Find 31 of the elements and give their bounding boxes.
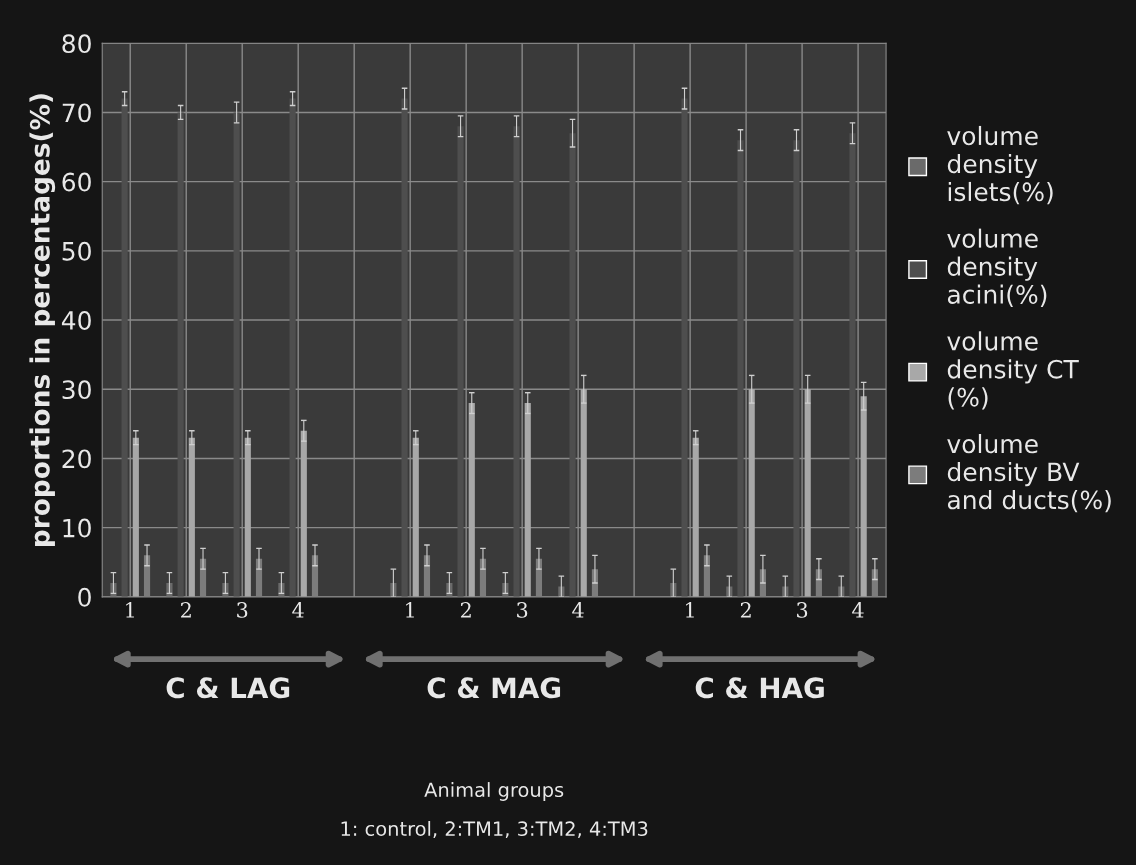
y-tick-label: 20: [62, 449, 91, 469]
x-tick-label: 2: [181, 602, 191, 618]
x-tick-label: 3: [517, 602, 528, 618]
legend-label: volume density acini(%): [947, 228, 1047, 307]
x-tick-label: 3: [797, 602, 808, 618]
x-tick-label: 3: [237, 602, 248, 618]
x-tick-label: 4: [852, 602, 864, 618]
text: C & HAG: [695, 677, 824, 699]
x-tick-label: 2: [460, 602, 471, 618]
legend-label: volume density CT (%): [947, 331, 1079, 410]
y-tick-label: 0: [78, 587, 91, 607]
legend-label: volume density BV and ducts(%): [947, 433, 1111, 513]
y-tick-label: 80: [62, 34, 91, 54]
x-tick-label: 1: [686, 602, 694, 618]
text: C & MAG: [427, 677, 561, 699]
text: Animal groups: [424, 782, 564, 801]
y-tick-label: 30: [62, 380, 91, 400]
y-tick-label: 40: [61, 310, 91, 330]
text: 1: control, 2:TM1, 3:TM2, 4:TM3: [341, 820, 648, 839]
x-tick-label: 1: [126, 602, 134, 618]
x-tick-label: 2: [740, 602, 751, 618]
x-tick-label: 1: [406, 602, 414, 618]
y-tick-label: 60: [62, 172, 91, 192]
y-tick-label: 50: [62, 241, 91, 261]
legend-label: volume density islets(%): [947, 125, 1053, 205]
y-axis-title: proportions in percentages(%): [29, 94, 56, 546]
y-tick-label: 10: [63, 518, 91, 538]
y-tick-label: 70: [62, 103, 91, 123]
text: C & LAG: [166, 677, 290, 699]
x-tick-label: 4: [572, 602, 584, 618]
x-tick-label: 4: [292, 602, 304, 618]
